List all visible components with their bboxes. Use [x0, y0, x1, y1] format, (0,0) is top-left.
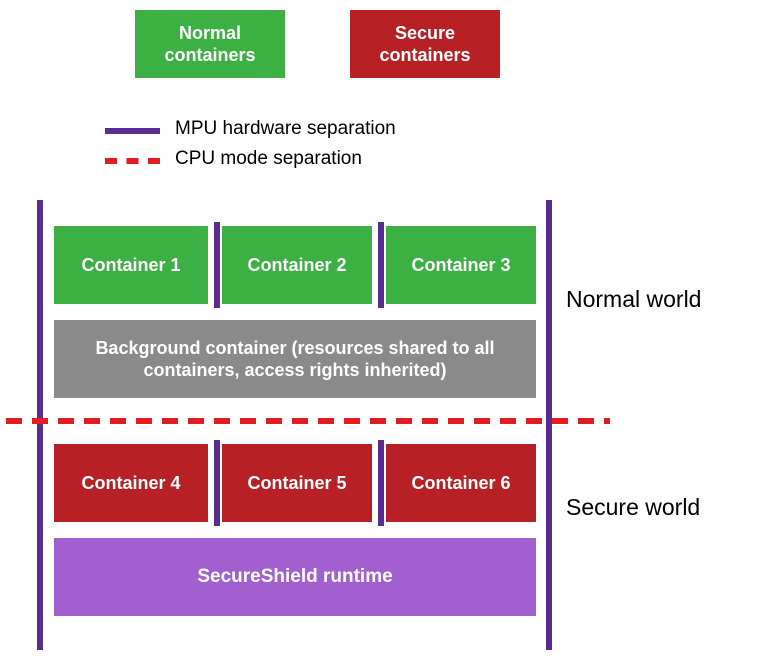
- container-2: Container 2: [222, 226, 372, 304]
- secureshield-runtime: SecureShield runtime: [54, 538, 536, 616]
- legend-mpu-line: [105, 128, 160, 134]
- bot-sep-2: [378, 440, 384, 526]
- top-sep-1: [214, 222, 220, 308]
- outer-right-bar: [546, 200, 552, 650]
- secure-world-label: Secure world: [566, 494, 700, 521]
- legend-cpu-line: [105, 158, 160, 164]
- outer-left-bar: [37, 200, 43, 650]
- header-secure-containers: Secure containers: [350, 10, 500, 78]
- container-1: Container 1: [54, 226, 208, 304]
- cpu-mode-dash-line: [6, 418, 610, 424]
- legend-cpu-label: CPU mode separation: [175, 148, 362, 170]
- bot-sep-1: [214, 440, 220, 526]
- header-normal-containers: Normal containers: [135, 10, 285, 78]
- legend-mpu-label: MPU hardware separation: [175, 118, 396, 140]
- normal-world-label: Normal world: [566, 286, 701, 313]
- container-4: Container 4: [54, 444, 208, 522]
- top-sep-2: [378, 222, 384, 308]
- background-container: Background container (resources shared t…: [54, 320, 536, 398]
- container-6: Container 6: [386, 444, 536, 522]
- container-5: Container 5: [222, 444, 372, 522]
- container-3: Container 3: [386, 226, 536, 304]
- diagram-stage: Normal containers Secure containers MPU …: [0, 0, 767, 664]
